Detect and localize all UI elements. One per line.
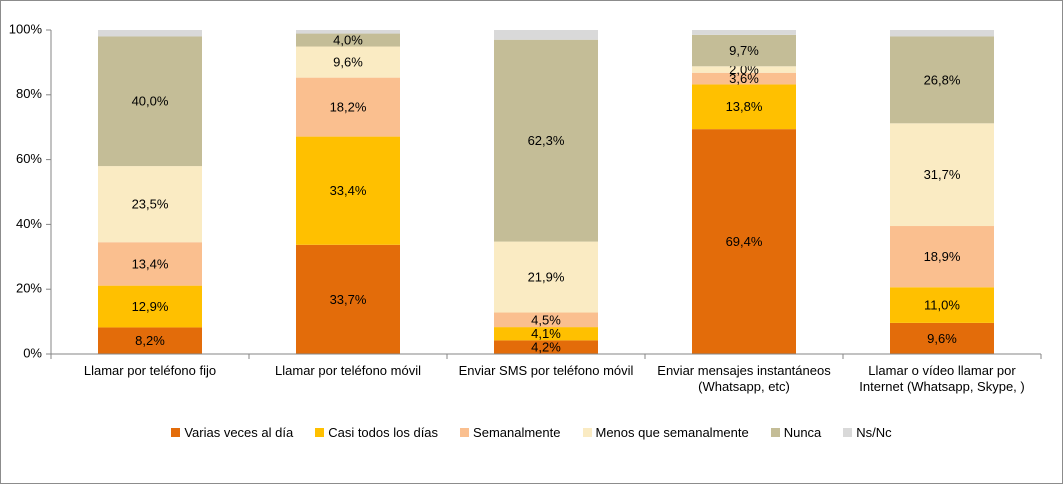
legend-item: Varias veces al día	[171, 425, 293, 440]
y-tick-label: 40%	[16, 216, 42, 231]
bar-segment	[296, 136, 400, 245]
x-tick-label: Llamar por teléfono móvil	[275, 363, 421, 378]
bar-segment	[692, 72, 796, 85]
value-label: 26,8%	[924, 72, 961, 87]
legend-item: Semanalmente	[460, 425, 561, 440]
y-tick-label: 60%	[16, 151, 42, 166]
legend: Varias veces al día Casi todos los días Se…	[1, 425, 1062, 440]
bar-segment	[890, 123, 994, 227]
value-label: 33,7%	[330, 292, 367, 307]
value-label: 21,9%	[528, 269, 565, 284]
x-tick-label: Llamar o vídeo llamar por Internet (What…	[859, 363, 1025, 394]
legend-label: Casi todos los días	[328, 425, 439, 440]
value-label: 11,0%	[924, 298, 960, 313]
y-tick-label: 80%	[16, 86, 42, 101]
bar-segment	[296, 33, 400, 47]
bar-segment	[692, 34, 796, 67]
legend-swatch	[770, 428, 780, 437]
value-label: 9,6%	[927, 331, 957, 346]
bar-segment	[692, 84, 796, 130]
legend-label: Ns/Nc	[856, 425, 892, 440]
value-label: 33,4%	[330, 183, 367, 198]
bar-segment	[98, 166, 202, 243]
bar-segment	[890, 36, 994, 124]
value-label: 9,7%	[729, 43, 759, 58]
value-label: 4,2%	[531, 340, 561, 355]
bar-segment	[494, 327, 598, 341]
value-label: 4,5%	[531, 312, 561, 327]
x-tick-label: Enviar SMS por teléfono móvil	[458, 363, 634, 378]
value-label: 23,5%	[132, 197, 169, 212]
y-tick-label: 0%	[23, 345, 42, 360]
bar-segment	[494, 340, 598, 354]
bar-segment	[98, 285, 202, 328]
bar-segment	[890, 322, 994, 354]
y-tick-label: 20%	[16, 281, 42, 296]
legend-swatch	[315, 428, 325, 437]
bar-segment	[98, 36, 202, 167]
bar-segment	[890, 226, 994, 288]
y-tick-label: 100%	[9, 21, 43, 36]
bar-segment	[98, 30, 202, 37]
value-label: 4,1%	[531, 326, 561, 341]
bar-segment	[98, 242, 202, 286]
x-tick-label: Enviar mensajes instantáneos (Whatsapp, …	[657, 363, 831, 394]
bar-segment	[890, 287, 994, 323]
bar-segment	[494, 30, 598, 40]
bar-segment	[890, 30, 994, 37]
value-label: 12,9%	[132, 299, 169, 314]
bar-segment	[692, 129, 796, 354]
legend-item: Ns/Nc	[843, 425, 892, 440]
legend-label: Menos que semanalmente	[595, 425, 749, 440]
legend-item: Casi todos los días	[315, 425, 438, 440]
value-label: 13,4%	[132, 256, 169, 271]
bar-segment	[98, 327, 202, 354]
legend-label: Varias veces al día	[184, 425, 294, 440]
value-label: 4,0%	[333, 32, 363, 47]
bar-segment	[296, 77, 400, 137]
value-label: 18,2%	[330, 100, 367, 115]
value-label: 13,8%	[726, 99, 763, 114]
legend-swatch	[171, 428, 181, 437]
legend-label: Semanalmente	[473, 425, 561, 440]
value-label: 9,6%	[333, 55, 363, 70]
bar-segment	[692, 30, 796, 35]
value-label: 40,0%	[132, 94, 169, 109]
bar-segment	[494, 39, 598, 242]
value-label: 8,2%	[135, 333, 165, 348]
legend-label: Nunca	[783, 425, 822, 440]
value-label: 69,4%	[726, 234, 763, 249]
value-label: 62,3%	[528, 133, 565, 148]
x-tick-label: Llamar por teléfono fijo	[83, 363, 217, 378]
bar-segment	[692, 66, 796, 73]
legend-swatch	[582, 428, 592, 437]
legend-item: Menos que semanalmente	[582, 425, 749, 440]
legend-swatch	[843, 428, 853, 437]
bar-segment	[296, 244, 400, 354]
value-label: 3,6%	[729, 71, 759, 86]
legend-swatch	[460, 428, 470, 437]
value-label: 18,9%	[924, 249, 961, 264]
legend-item: Nunca	[770, 425, 822, 440]
value-label: 31,7%	[924, 167, 961, 182]
bar-segment	[494, 312, 598, 328]
bar-segment	[296, 30, 400, 34]
bar-segment	[296, 46, 400, 78]
bar-segment	[494, 241, 598, 313]
